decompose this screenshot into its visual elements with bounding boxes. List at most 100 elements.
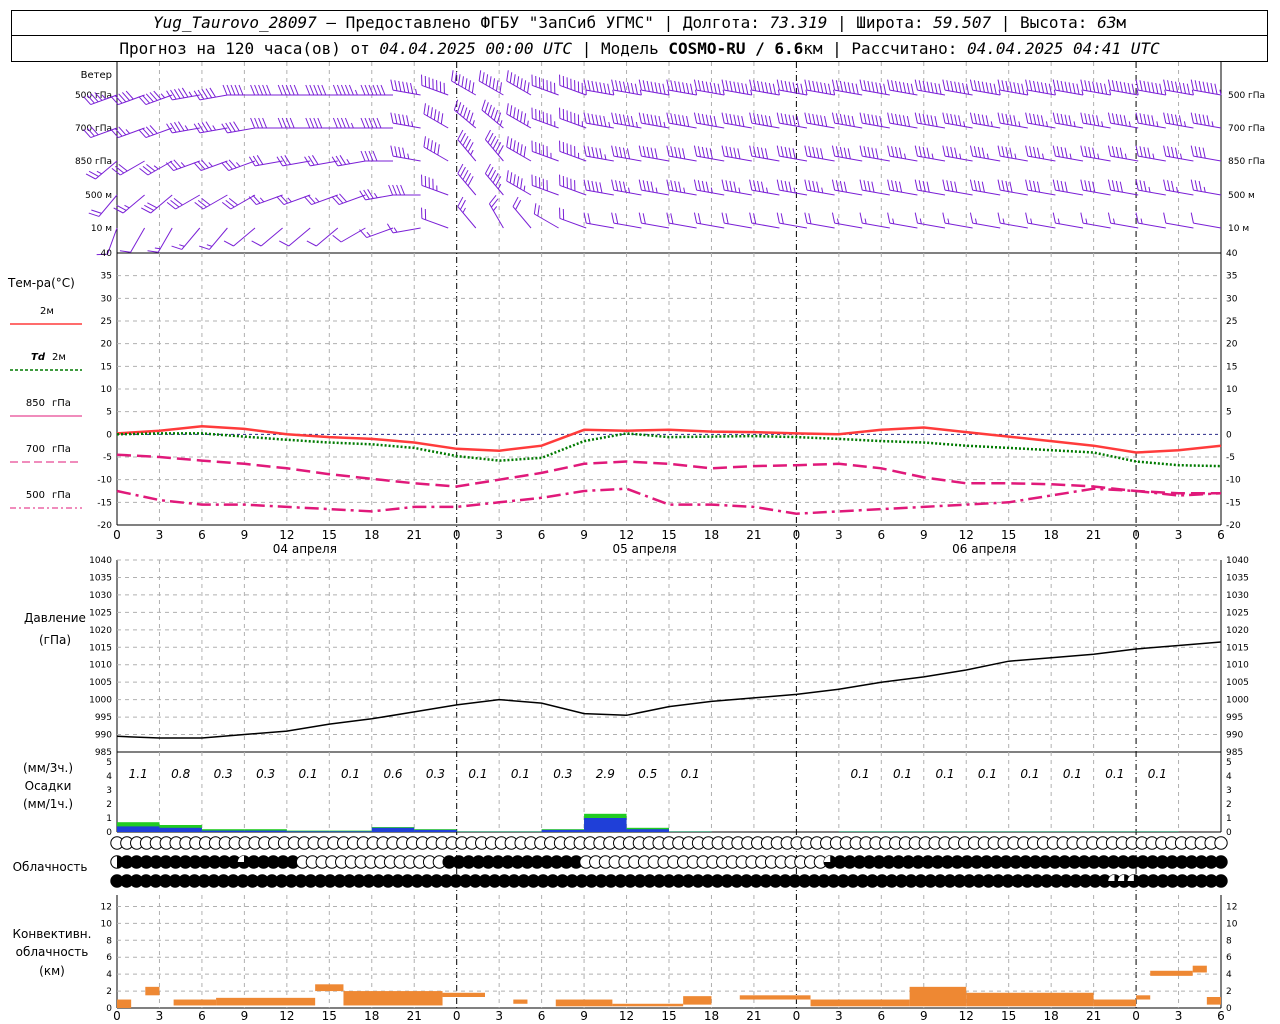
- wind-barb: [942, 212, 973, 229]
- header-forecast-line: Прогноз на 120 часа(ов) от 04.04.2025 00…: [11, 35, 1268, 62]
- convective-bar: [612, 1003, 684, 1007]
- wind-barb: [859, 79, 890, 96]
- wind-level-label: 10 м: [91, 224, 112, 234]
- wind-barb: [457, 129, 477, 162]
- precip-unit-1h: (мм/1ч.): [23, 797, 73, 811]
- x-tick-label: 3: [495, 528, 503, 542]
- wind-barb: [776, 179, 808, 196]
- wind-barb: [199, 227, 228, 250]
- temp-tick-right: 0: [1226, 430, 1232, 440]
- precip-tick-left: 3: [106, 786, 112, 796]
- wind-barb: [583, 179, 614, 196]
- wind-barb: [171, 227, 201, 250]
- temp-legend-label: гПа: [52, 490, 71, 501]
- wind-barb: [583, 145, 614, 162]
- wind-barb: [110, 90, 145, 106]
- wind-barb: [1025, 112, 1056, 129]
- x-tick-label-bottom: 3: [835, 1009, 843, 1023]
- wind-barb: [1163, 212, 1194, 229]
- precip-3h-bar: [456, 831, 500, 832]
- x-tick-label: 9: [580, 528, 588, 542]
- pressure-tick-right: 1035: [1226, 573, 1249, 583]
- convective-tick-right: 10: [1226, 919, 1238, 929]
- wind-barb: [332, 117, 366, 129]
- precip-3h-label: 0.1: [1148, 767, 1167, 781]
- convective-bar: [1206, 997, 1221, 1005]
- wind-barb: [559, 140, 587, 162]
- wind-barb: [776, 79, 808, 96]
- x-tick-label: 9: [241, 528, 249, 542]
- x-tick-label: 0: [113, 528, 121, 542]
- convective-bar: [966, 992, 1094, 1007]
- wind-barb: [666, 179, 697, 196]
- wind-barb: [559, 207, 587, 229]
- precip-tick-left: 4: [106, 772, 112, 782]
- wind-barb: [721, 112, 752, 129]
- convective-bar: [343, 991, 443, 1006]
- x-tick-label-bottom: 6: [877, 1009, 885, 1023]
- wind-barb: [457, 163, 477, 196]
- wind-barb: [457, 196, 477, 229]
- wind-barb: [1025, 179, 1056, 196]
- wind-barb: [1135, 112, 1166, 129]
- wind-barb: [1190, 79, 1222, 96]
- date-label: 05 апреля: [612, 542, 676, 556]
- x-tick-label-bottom: 6: [1217, 1009, 1225, 1023]
- wind-barb: [1080, 79, 1112, 96]
- altitude: 63: [1097, 13, 1117, 32]
- precip-3h-label: 0.3: [553, 767, 572, 781]
- precip-3h-label: 0.5: [638, 767, 657, 781]
- wind-barb: [1107, 79, 1139, 96]
- wind-barb: [638, 212, 670, 229]
- pressure-tick-right: 1030: [1226, 591, 1249, 601]
- wind-barb: [251, 227, 283, 247]
- temp-legend-prefix: Td: [31, 352, 46, 363]
- precip-1h-bar: [371, 827, 415, 832]
- wind-barb: [831, 212, 863, 229]
- wind-barb: [194, 194, 228, 210]
- convective-tick-left: 0: [106, 1004, 112, 1014]
- provider-text: – Предоставлено ФГБУ "ЗапСиб УГМС" | Дол…: [316, 13, 770, 32]
- precip-1h-bar: [626, 829, 669, 832]
- wind-barb: [390, 145, 421, 162]
- wind-barb: [583, 79, 615, 96]
- wind-barb: [421, 207, 449, 229]
- x-tick-label-bottom: 21: [746, 1009, 761, 1023]
- wind-barb: [165, 159, 200, 172]
- x-tick-label-bottom: 15: [1001, 1009, 1016, 1023]
- x-tick-label: 0: [1132, 528, 1140, 542]
- altitude-unit: м: [1116, 13, 1126, 32]
- wind-barb: [721, 79, 753, 96]
- wind-barb: [1080, 212, 1111, 229]
- wind-barb: [166, 121, 200, 134]
- x-tick-label: 12: [619, 528, 634, 542]
- pressure-tick-right: 1025: [1226, 608, 1249, 618]
- wind-barb: [119, 227, 146, 253]
- wind-barb: [914, 145, 946, 162]
- convective-unit: (км): [39, 964, 65, 978]
- temp-legend-label: 2м: [52, 352, 66, 363]
- pressure-tick-right: 1015: [1226, 643, 1249, 653]
- header-station-line: Yug_Taurovo_28097 – Предоставлено ФГБУ "…: [11, 10, 1268, 36]
- wind-barb: [332, 227, 366, 243]
- wind-barb: [611, 79, 642, 96]
- precip-3h-label: 0.1: [1105, 767, 1124, 781]
- temp-tick-left: 15: [101, 362, 112, 372]
- temp-legend-prefix: 500: [26, 490, 45, 501]
- date-label: 04 апреля: [273, 542, 337, 556]
- wind-barb: [1163, 179, 1194, 196]
- wind-barb: [1025, 145, 1056, 162]
- convective-bar: [117, 999, 132, 1008]
- x-tick-label-bottom: 3: [495, 1009, 503, 1023]
- pressure-tick-left: 1035: [89, 573, 112, 583]
- pressure-tick-left: 1040: [89, 556, 112, 566]
- cloud-broken-icon-gap: [237, 855, 245, 862]
- pressure-tick-left: 1030: [89, 591, 112, 601]
- x-tick-label: 15: [661, 528, 676, 542]
- precip-tick-left: 1: [106, 814, 112, 824]
- x-tick-label-bottom: 12: [959, 1009, 974, 1023]
- wind-barb: [360, 117, 393, 129]
- precip-3h-label: 0.8: [171, 767, 190, 781]
- x-tick-label-bottom: 0: [1132, 1009, 1140, 1023]
- wind-barb: [1052, 179, 1084, 196]
